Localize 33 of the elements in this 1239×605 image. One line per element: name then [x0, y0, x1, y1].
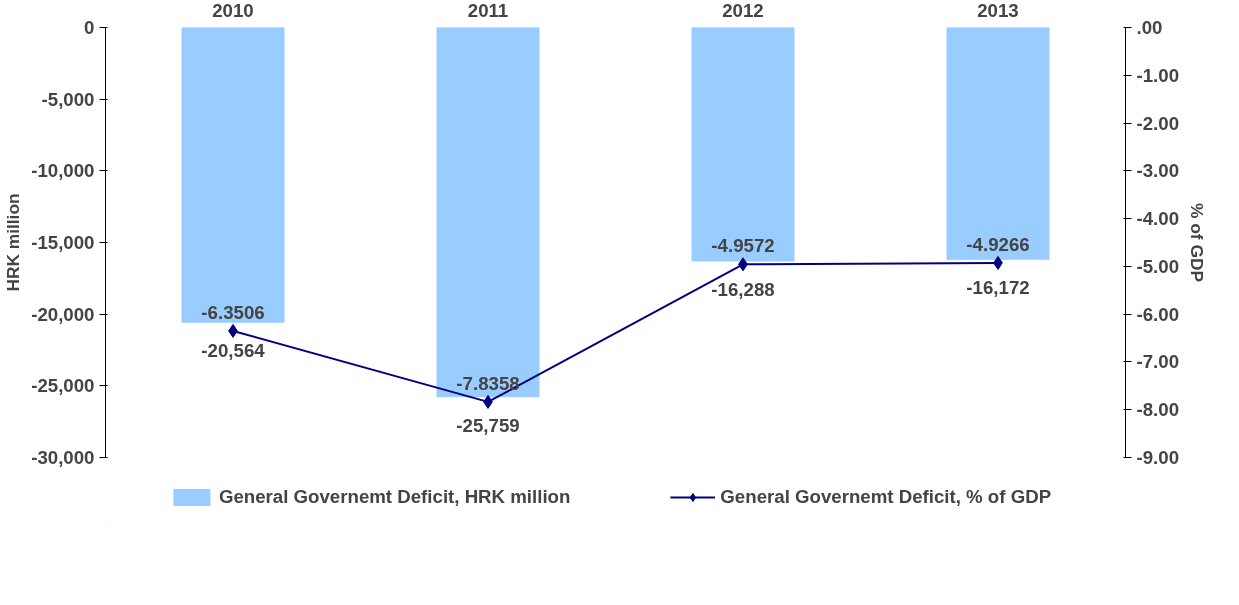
data-label: -4.9266 — [966, 233, 1030, 255]
y-axis-title: HRK million — [3, 193, 24, 292]
data-label: -25,759 — [456, 414, 520, 436]
y-tick-label: -5,000 — [41, 88, 95, 110]
y2-tick-label: -6.00 — [1136, 303, 1180, 325]
y-tick-label: -20,000 — [31, 303, 95, 325]
y2-tick-label: -9.00 — [1136, 447, 1180, 468]
y-tick-label: -10,000 — [31, 160, 95, 182]
x-tick-label: 2013 — [977, 0, 1019, 21]
y2-tick-label: -5.00 — [1136, 255, 1180, 277]
data-label: -6.3506 — [201, 301, 265, 323]
x-tick-label: 2012 — [722, 0, 764, 21]
y2-tick-label: -4.00 — [1136, 208, 1180, 230]
y2-tick-label: -8.00 — [1136, 399, 1180, 421]
legend-label: General Governemt Deficit, HRK million — [218, 486, 571, 508]
y-tick-label: -15,000 — [31, 232, 95, 253]
x-tick-label: 2010 — [212, 0, 254, 21]
data-label: -20,564 — [201, 340, 266, 362]
x-tick-label: 2011 — [467, 0, 509, 21]
y2-tick-label: -7.00 — [1136, 351, 1180, 373]
data-label: -16,288 — [711, 278, 775, 300]
y2-tick-label: -1.00 — [1136, 64, 1180, 86]
y2-axis-title: % of GDP — [1187, 203, 1208, 282]
y-tick-label: -30,000 — [31, 447, 95, 468]
data-label: -4.9572 — [711, 235, 775, 257]
legend-label: General Governemt Deficit, % of GDP — [720, 486, 1052, 508]
y-tick-label: 0 — [84, 17, 95, 38]
y-tick-label: -25,000 — [31, 375, 95, 397]
data-label: -16,172 — [966, 277, 1030, 299]
data-label: -7.8358 — [456, 372, 520, 394]
y2-tick-label: -2.00 — [1136, 112, 1180, 134]
y2-tick-label: .00 — [1136, 17, 1163, 38]
y2-tick-label: -3.00 — [1136, 160, 1180, 182]
